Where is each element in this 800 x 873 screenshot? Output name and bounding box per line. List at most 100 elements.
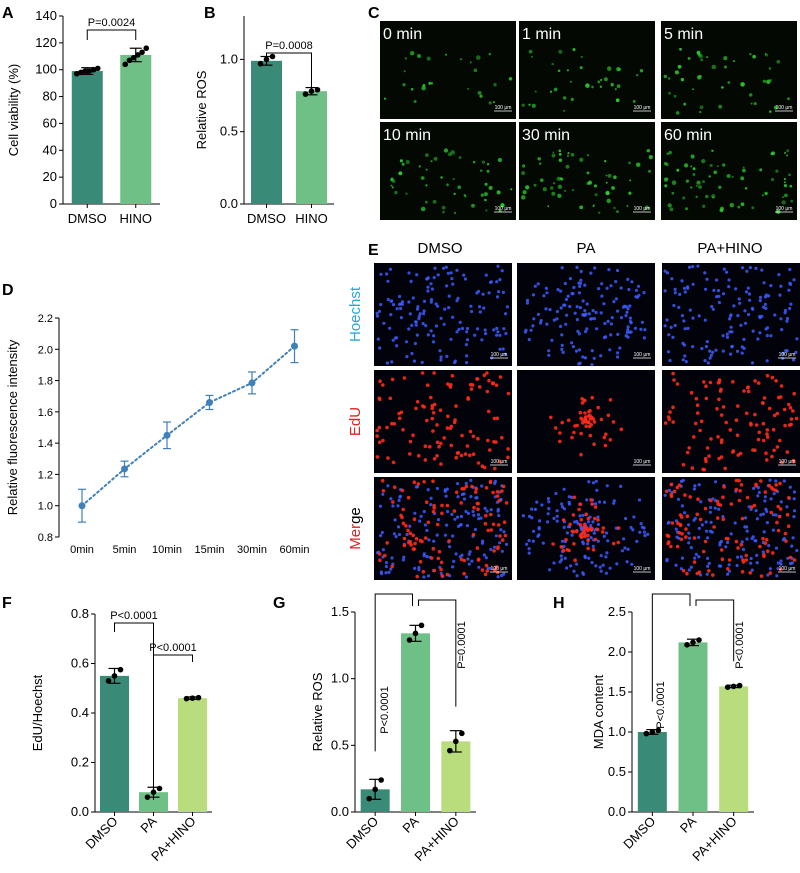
nucleus-spot xyxy=(559,324,563,328)
significance-bracket xyxy=(418,599,457,707)
nucleus-spot xyxy=(592,317,597,321)
nucleus-spot xyxy=(769,284,773,288)
edu-spot xyxy=(492,416,497,421)
edu-spot xyxy=(748,571,752,575)
data-point xyxy=(156,785,163,792)
nucleus-spot xyxy=(708,349,712,353)
nucleus-spot xyxy=(691,345,695,349)
nucleus-spot xyxy=(575,519,579,524)
nucleus-spot xyxy=(608,566,612,570)
cell-spot xyxy=(716,165,719,168)
cell-spot xyxy=(447,152,452,157)
nucleus-spot xyxy=(622,537,626,541)
nucleus-spot xyxy=(779,500,783,504)
nucleus-spot xyxy=(457,327,461,331)
y-tick-label: 0.8 xyxy=(71,606,89,621)
cell-spot xyxy=(731,175,734,179)
panel-label-b: B xyxy=(204,5,216,22)
y-tick-label: 1.8 xyxy=(38,376,53,388)
edu-spot xyxy=(774,379,778,383)
edu-spot xyxy=(506,391,511,396)
nucleus-spot xyxy=(774,546,779,550)
edu-spot xyxy=(616,526,621,530)
nucleus-spot xyxy=(396,504,400,508)
nucleus-spot xyxy=(634,295,638,299)
cell-spot xyxy=(786,154,788,157)
edu-spot xyxy=(694,396,699,401)
edu-spot xyxy=(429,395,433,400)
x-tick-label: PA xyxy=(677,813,699,835)
nucleus-spot xyxy=(464,509,468,514)
edu-spot xyxy=(570,435,574,440)
edu-spot xyxy=(770,375,775,380)
nucleus-spot xyxy=(718,543,722,547)
nucleus-spot xyxy=(574,562,579,566)
cell-spot xyxy=(401,162,405,166)
edu-spot xyxy=(762,553,766,557)
nucleus-spot xyxy=(422,554,426,558)
edu-spot xyxy=(445,426,450,430)
cell-spot xyxy=(683,163,689,168)
nucleus-spot xyxy=(735,563,739,568)
scale-bar-label: 100 μm xyxy=(776,206,793,212)
cell-spot xyxy=(680,77,685,82)
edu-spot xyxy=(586,533,590,538)
nucleus-spot xyxy=(628,304,632,308)
nucleus-spot xyxy=(418,519,422,523)
nucleus-spot xyxy=(626,547,630,551)
cell-spot xyxy=(463,194,467,197)
nucleus-spot xyxy=(426,285,430,289)
edu-spot xyxy=(703,539,708,544)
nucleus-spot xyxy=(494,534,498,538)
cell-spot xyxy=(742,166,745,169)
nucleus-spot xyxy=(763,499,767,503)
nucleus-spot xyxy=(585,327,589,331)
cell-spot xyxy=(744,187,748,190)
nucleus-spot xyxy=(710,304,714,309)
nucleus-spot xyxy=(792,515,796,519)
nucleus-spot xyxy=(472,513,476,517)
nucleus-spot xyxy=(711,307,715,311)
nucleus-spot xyxy=(643,534,647,538)
edu-spot xyxy=(738,489,742,493)
nucleus-spot xyxy=(765,509,769,513)
nucleus-spot xyxy=(575,574,579,578)
edu-spot xyxy=(719,413,724,417)
nucleus-spot xyxy=(779,284,783,288)
cell-spot xyxy=(571,188,574,192)
edu-spot xyxy=(786,524,791,528)
edu-spot xyxy=(721,517,726,521)
nucleus-spot xyxy=(465,338,470,342)
nucleus-spot xyxy=(594,564,598,568)
edu-spot xyxy=(739,542,744,547)
edu-spot xyxy=(695,403,700,408)
nucleus-spot xyxy=(417,565,421,570)
nucleus-spot xyxy=(683,354,687,358)
cell-spot xyxy=(708,175,711,178)
cell-spot xyxy=(628,161,631,165)
nucleus-spot xyxy=(398,294,402,299)
y-tick-label: 100 xyxy=(35,62,57,77)
cell-spot xyxy=(786,149,790,153)
nucleus-spot xyxy=(456,482,460,486)
nucleus-spot xyxy=(414,323,418,327)
cell-spot xyxy=(528,49,533,54)
nucleus-spot xyxy=(388,326,392,330)
nucleus-spot xyxy=(389,313,393,317)
micrograph-background xyxy=(662,477,800,580)
edu-spot xyxy=(476,436,480,441)
p-value-label: P<0.0001 xyxy=(149,642,196,654)
nucleus-spot xyxy=(577,291,582,295)
nucleus-spot xyxy=(619,286,623,290)
cell-spot xyxy=(383,97,387,100)
edu-spot xyxy=(471,532,476,537)
column-header: DMSO xyxy=(418,240,463,257)
cell-spot xyxy=(614,88,617,91)
nucleus-spot xyxy=(555,317,559,321)
edu-spot xyxy=(669,544,673,549)
cell-spot xyxy=(592,204,596,207)
nucleus-spot xyxy=(665,318,669,322)
nucleus-spot xyxy=(466,557,470,561)
nucleus-spot xyxy=(451,315,455,319)
edu-spot xyxy=(495,416,500,421)
